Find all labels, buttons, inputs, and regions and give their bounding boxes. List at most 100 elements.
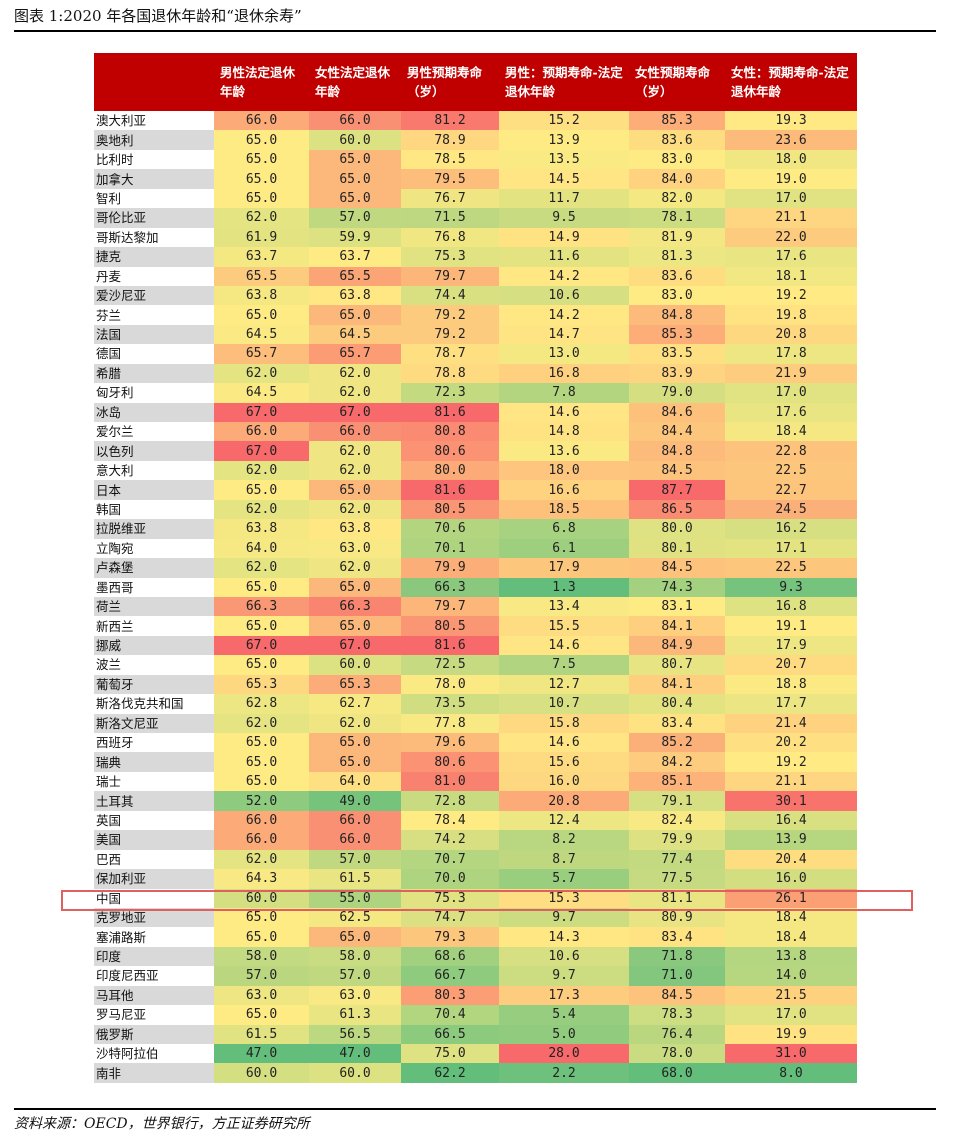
male-retirement-age-cell: 62.0: [214, 499, 309, 520]
country-name: 波兰: [94, 655, 214, 675]
female-remaining-years-cell: 17.0: [725, 383, 857, 403]
table-row: 西班牙 65.0 65.0 79.6 14.6 85.2 20.2: [94, 733, 857, 753]
male-remaining-years-cell: 15.3: [499, 888, 629, 908]
female-retirement-age-cell: 63.0: [309, 538, 401, 559]
female-remaining-years-cell: 26.1: [725, 888, 857, 908]
table-body: 澳大利亚 66.0 66.0 81.2 15.2 85.3 19.3 奥地利 65.0 60.0 7…: [94, 111, 857, 1083]
female-remaining-years-cell: 17.8: [725, 344, 857, 364]
male-life-expectancy-cell: 80.6: [401, 752, 499, 772]
male-retirement-age-cell: 57.0: [214, 966, 309, 986]
table-row: 卢森堡 62.0 62.0 79.9 17.9 84.5 22.5: [94, 558, 857, 578]
female-remaining-years-cell: 21.9: [725, 363, 857, 384]
table-row: 冰岛 67.0 67.0 81.6 14.6 84.6 17.6: [94, 402, 857, 422]
female-retirement-age-cell: 65.0: [309, 752, 401, 772]
female-life-expectancy-cell: 83.5: [629, 344, 725, 364]
header-male-life-expectancy: 男性预期寿命（岁）: [401, 53, 499, 111]
male-remaining-years-cell: 16.0: [499, 771, 629, 792]
male-retirement-age-cell: 60.0: [214, 1063, 309, 1083]
female-remaining-years-cell: 21.4: [725, 713, 857, 733]
female-life-expectancy-cell: 84.9: [629, 635, 725, 656]
male-retirement-age-cell: 64.0: [214, 538, 309, 559]
table-row: 匈牙利 64.5 62.0 72.3 7.8 79.0 17.0: [94, 383, 857, 403]
female-remaining-years-cell: 17.7: [725, 694, 857, 714]
female-remaining-years-cell: 18.8: [725, 674, 857, 695]
retirement-table-container: 男性法定退休年龄 女性法定退休年龄 男性预期寿命（岁） 男性：预期寿命-法定退休…: [94, 53, 857, 1083]
male-retirement-age-cell: 65.7: [214, 344, 309, 364]
country-name: 丹麦: [94, 266, 214, 286]
female-retirement-age-cell: 60.0: [309, 130, 401, 150]
header-male-retirement-age: 男性法定退休年龄: [214, 53, 309, 111]
female-life-expectancy-cell: 78.3: [629, 1005, 725, 1025]
male-remaining-years-cell: 5.0: [499, 1024, 629, 1044]
male-retirement-age-cell: 65.0: [214, 927, 309, 947]
female-remaining-years-cell: 8.0: [725, 1063, 857, 1083]
male-remaining-years-cell: 14.2: [499, 305, 629, 325]
male-retirement-age-cell: 65.0: [214, 616, 309, 636]
female-life-expectancy-cell: 84.5: [629, 985, 725, 1006]
female-retirement-age-cell: 66.3: [309, 596, 401, 617]
male-life-expectancy-cell: 74.7: [401, 907, 499, 928]
male-remaining-years-cell: 28.0: [499, 1044, 629, 1064]
male-life-expectancy-cell: 80.5: [401, 499, 499, 520]
female-retirement-age-cell: 62.0: [309, 441, 401, 461]
male-remaining-years-cell: 8.7: [499, 849, 629, 870]
female-life-expectancy-cell: 83.6: [629, 266, 725, 286]
country-name: 新西兰: [94, 616, 214, 636]
table-row: 巴西 62.0 57.0 70.7 8.7 77.4 20.4: [94, 849, 857, 870]
male-remaining-years-cell: 12.4: [499, 810, 629, 831]
female-remaining-years-cell: 16.4: [725, 810, 857, 831]
female-retirement-age-cell: 57.0: [309, 966, 401, 986]
country-name: 塞浦路斯: [94, 927, 214, 947]
country-name: 卢森堡: [94, 558, 214, 578]
country-name: 比利时: [94, 149, 214, 170]
header-female-life-expectancy: 女性预期寿命（岁）: [629, 53, 725, 111]
country-name: 美国: [94, 830, 214, 850]
male-life-expectancy-cell: 81.6: [401, 635, 499, 656]
header-female-remaining-years: 女性：预期寿命-法定退休年龄: [725, 53, 857, 111]
female-life-expectancy-cell: 68.0: [629, 1063, 725, 1083]
country-name: 立陶宛: [94, 538, 214, 559]
male-life-expectancy-cell: 75.0: [401, 1044, 499, 1064]
male-remaining-years-cell: 13.4: [499, 596, 629, 617]
female-remaining-years-cell: 22.5: [725, 460, 857, 481]
male-retirement-age-cell: 65.0: [214, 305, 309, 325]
male-retirement-age-cell: 67.0: [214, 441, 309, 461]
female-life-expectancy-cell: 74.3: [629, 577, 725, 597]
male-life-expectancy-cell: 78.4: [401, 810, 499, 831]
country-name: 保加利亚: [94, 869, 214, 889]
table-row: 爱尔兰 66.0 66.0 80.8 14.8 84.4 18.4: [94, 422, 857, 442]
female-life-expectancy-cell: 84.1: [629, 616, 725, 636]
table-row: 英国 66.0 66.0 78.4 12.4 82.4 16.4: [94, 810, 857, 831]
male-life-expectancy-cell: 68.6: [401, 946, 499, 967]
male-life-expectancy-cell: 78.5: [401, 149, 499, 170]
male-remaining-years-cell: 10.6: [499, 285, 629, 306]
female-remaining-years-cell: 21.1: [725, 771, 857, 792]
female-retirement-age-cell: 67.0: [309, 402, 401, 422]
male-remaining-years-cell: 9.7: [499, 907, 629, 928]
table-row: 马耳他 63.0 63.0 80.3 17.3 84.5 21.5: [94, 985, 857, 1006]
male-life-expectancy-cell: 79.2: [401, 305, 499, 325]
country-name: 英国: [94, 810, 214, 831]
female-life-expectancy-cell: 83.4: [629, 713, 725, 733]
female-remaining-years-cell: 18.4: [725, 927, 857, 947]
female-retirement-age-cell: 62.0: [309, 713, 401, 733]
country-name: 罗马尼亚: [94, 1005, 214, 1025]
country-name: 西班牙: [94, 733, 214, 753]
female-remaining-years-cell: 30.1: [725, 791, 857, 811]
male-life-expectancy-cell: 81.6: [401, 402, 499, 422]
female-retirement-age-cell: 55.0: [309, 888, 401, 908]
female-life-expectancy-cell: 84.4: [629, 422, 725, 442]
female-retirement-age-cell: 62.0: [309, 460, 401, 481]
male-retirement-age-cell: 63.0: [214, 985, 309, 1006]
table-row: 罗马尼亚 65.0 61.3 70.4 5.4 78.3 17.0: [94, 1005, 857, 1025]
female-retirement-age-cell: 56.5: [309, 1024, 401, 1044]
female-life-expectancy-cell: 81.3: [629, 247, 725, 267]
female-life-expectancy-cell: 79.0: [629, 383, 725, 403]
female-life-expectancy-cell: 77.4: [629, 849, 725, 870]
country-name: 南非: [94, 1063, 214, 1083]
male-retirement-age-cell: 63.8: [214, 519, 309, 539]
male-life-expectancy-cell: 79.6: [401, 733, 499, 753]
male-retirement-age-cell: 66.0: [214, 830, 309, 850]
female-remaining-years-cell: 18.0: [725, 149, 857, 170]
male-life-expectancy-cell: 78.8: [401, 363, 499, 384]
